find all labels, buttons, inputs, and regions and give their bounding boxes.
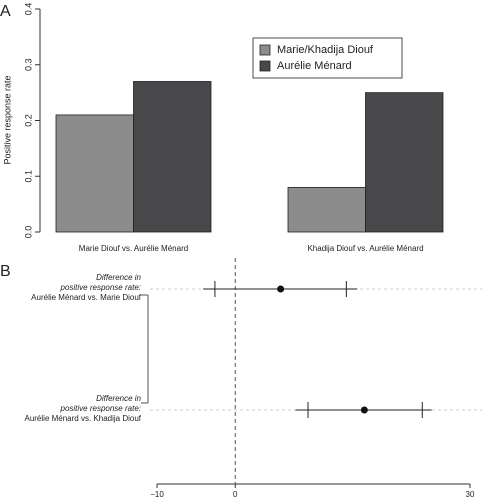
row-label: positive response rate: <box>60 283 142 292</box>
bar <box>287 186 366 233</box>
y-tick-label: 0.2 <box>23 114 33 127</box>
legend-box <box>252 37 403 79</box>
legend-label: Aurélie Ménard <box>277 60 352 72</box>
legend-swatch <box>259 44 271 56</box>
y-tick-label: 0.4 <box>23 3 33 16</box>
panel-label: B <box>0 263 11 280</box>
x-tick-label: Khadija Diouf vs. Aurélie Ménard <box>307 244 423 253</box>
point <box>277 285 285 293</box>
row-label: Aurélie Ménard vs. Khadija Diouf <box>24 414 141 423</box>
y-tick-label: 0.0 <box>23 226 33 239</box>
bar <box>55 114 134 233</box>
x-tick-label: Marie Diouf vs. Aurélie Ménard <box>79 244 188 253</box>
x-tick-label: −10 <box>150 490 164 499</box>
y-tick-label: 0.1 <box>23 170 33 183</box>
row-label: Difference in <box>96 394 141 403</box>
row-label: positive response rate: <box>60 404 142 413</box>
row-label: Difference in <box>96 273 141 282</box>
y-axis-title: Positive response rate <box>2 75 12 164</box>
legend-swatch <box>259 60 271 72</box>
bar <box>365 92 444 233</box>
x-tick-label: 0 <box>233 490 238 499</box>
x-tick-label: 30 <box>466 490 475 499</box>
point <box>360 406 368 414</box>
bar <box>133 81 212 233</box>
legend-label: Marie/Khadija Diouf <box>277 44 374 56</box>
row-label: Aurélie Ménard vs. Marie Diouf <box>31 293 142 302</box>
y-tick-label: 0.3 <box>23 58 33 71</box>
panel-label: A <box>0 3 11 20</box>
